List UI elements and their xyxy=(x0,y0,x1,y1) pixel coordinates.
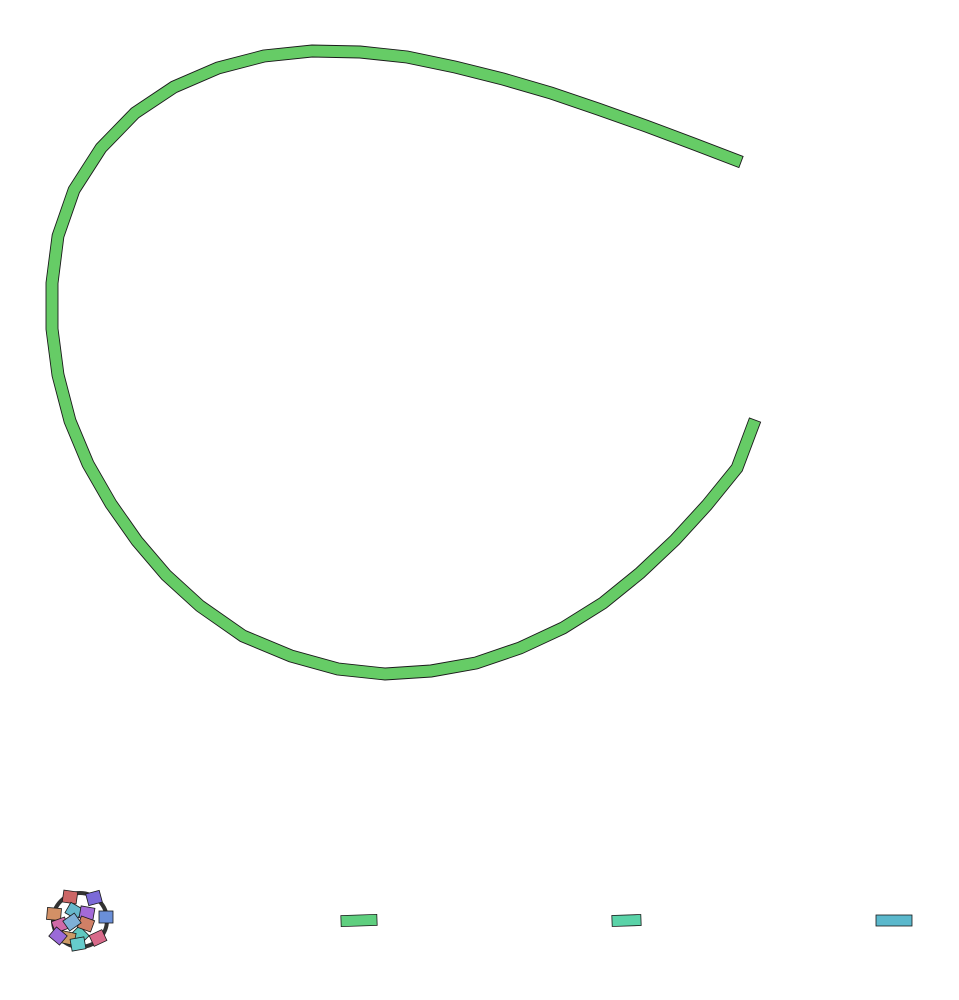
block-cluster xyxy=(46,889,114,952)
pill-block-2 xyxy=(611,914,642,927)
cluster-block xyxy=(61,889,79,905)
cluster-block xyxy=(46,906,62,922)
cluster-block xyxy=(69,936,87,952)
cluster-block xyxy=(88,929,108,947)
cluster-block xyxy=(62,912,82,932)
cluster-block xyxy=(85,889,103,907)
pill-block-1 xyxy=(340,913,378,928)
cluster-block xyxy=(48,926,68,946)
arc-band xyxy=(45,44,762,681)
pill-block-3 xyxy=(875,914,913,927)
open-loop-arc xyxy=(45,44,762,681)
pill-row xyxy=(340,913,913,928)
cluster-block xyxy=(98,910,114,924)
